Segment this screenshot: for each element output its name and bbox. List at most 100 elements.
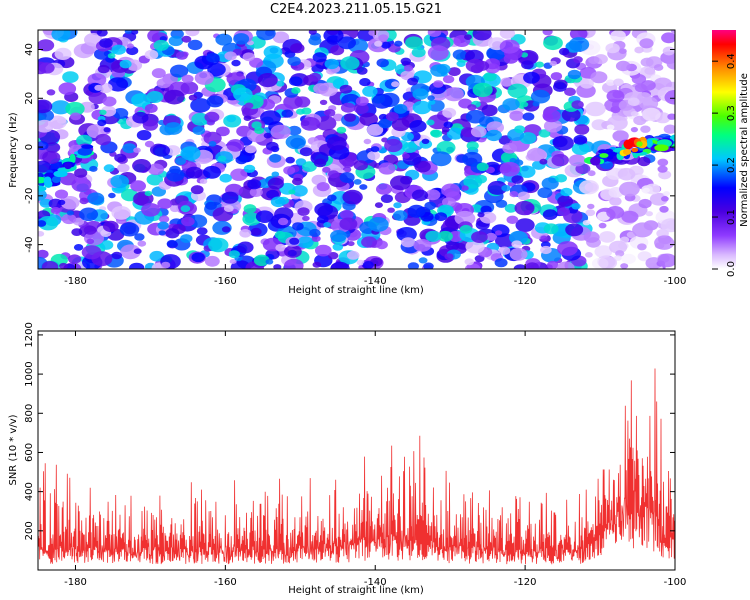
heatmap-cell bbox=[267, 177, 284, 190]
heatmap-cell bbox=[542, 30, 553, 36]
heatmap-cell bbox=[256, 30, 276, 41]
heatmap-cell bbox=[547, 260, 559, 269]
heatmap-cell bbox=[239, 229, 252, 238]
heatmap-cell bbox=[506, 215, 519, 224]
heatmap-cell bbox=[336, 126, 347, 134]
heatmap-cell bbox=[393, 103, 408, 114]
heatmap-cell bbox=[42, 151, 61, 164]
heatmap-cell bbox=[485, 232, 497, 241]
heatmap-cell bbox=[543, 119, 563, 133]
heatmap-cell bbox=[641, 107, 661, 122]
heatmap-cell bbox=[188, 94, 198, 101]
heatmap-cell bbox=[308, 72, 322, 82]
heatmap-cell bbox=[181, 216, 195, 227]
heatmap-y-tick-label: -20 bbox=[24, 188, 35, 204]
heatmap-cell bbox=[353, 160, 368, 171]
heatmap-cell bbox=[203, 165, 221, 179]
heatmap-cell bbox=[89, 165, 98, 172]
heatmap-cell bbox=[407, 77, 419, 86]
heatmap-cell bbox=[567, 69, 582, 80]
heatmap-cell bbox=[330, 230, 347, 242]
heatmap-cell bbox=[361, 236, 378, 248]
heatmap-cell bbox=[170, 205, 180, 213]
heatmap-cell bbox=[582, 220, 591, 226]
heatmap-cell bbox=[283, 166, 296, 175]
heatmap-cell bbox=[374, 202, 383, 209]
heatmap-cell bbox=[328, 170, 340, 179]
heatmap-cell bbox=[590, 71, 608, 84]
heatmap-cell bbox=[302, 161, 317, 172]
heatmap-cell bbox=[297, 207, 310, 216]
heatmap-cell bbox=[636, 141, 643, 147]
heatmap-cell bbox=[326, 30, 339, 36]
heatmap-cell bbox=[498, 246, 511, 255]
heatmap-cell bbox=[332, 243, 344, 251]
heatmap-cell bbox=[119, 222, 140, 237]
heatmap-cell bbox=[499, 39, 520, 54]
heatmap-cell bbox=[190, 185, 204, 195]
heatmap-cell bbox=[540, 235, 548, 241]
heatmap-cell bbox=[41, 261, 59, 269]
heatmap-cell bbox=[378, 162, 396, 175]
heatmap-cell bbox=[553, 82, 567, 92]
heatmap-cell bbox=[631, 74, 647, 85]
heatmap-cell bbox=[523, 71, 540, 84]
heatmap-cell bbox=[448, 67, 461, 77]
heatmap-cell bbox=[136, 130, 152, 141]
heatmap-cell bbox=[95, 133, 111, 146]
heatmap-cell bbox=[574, 123, 590, 135]
heatmap-cell bbox=[54, 47, 72, 61]
heatmap-cell bbox=[339, 172, 355, 183]
heatmap-cell bbox=[514, 125, 526, 134]
heatmap-cell bbox=[640, 57, 654, 67]
heatmap-cell bbox=[543, 35, 563, 51]
heatmap-cell bbox=[77, 147, 93, 156]
heatmap-cell bbox=[215, 33, 233, 46]
heatmap-cell bbox=[142, 119, 159, 131]
heatmap-cell bbox=[464, 34, 472, 40]
heatmap-cell bbox=[87, 73, 107, 87]
heatmap-cell bbox=[94, 48, 110, 60]
heatmap-cell bbox=[64, 162, 72, 170]
heatmap-cell bbox=[540, 245, 552, 255]
snr-panel: -180 -160 -140 -120 -100 200 400 600 800 1000 120… bbox=[8, 322, 686, 596]
heatmap-cell bbox=[599, 231, 616, 243]
heatmap-cell bbox=[94, 84, 104, 91]
heatmap-cell bbox=[402, 142, 418, 153]
heatmap-cell bbox=[237, 241, 254, 254]
heatmap-cell bbox=[38, 216, 59, 231]
heatmap-cell bbox=[530, 89, 551, 104]
heatmap-cell bbox=[296, 108, 305, 115]
heatmap-cell bbox=[615, 250, 625, 257]
heatmap-cell bbox=[378, 118, 392, 129]
heatmap-cell bbox=[273, 264, 282, 269]
heatmap-x-tick-label: -140 bbox=[364, 276, 387, 287]
heatmap-cell bbox=[103, 164, 115, 173]
heatmap-cell bbox=[224, 51, 237, 61]
colorbar: 0.0 0.1 0.2 0.3 0.4 Normalized spectral ampl… bbox=[712, 30, 750, 277]
heatmap-cell bbox=[50, 100, 71, 115]
heatmap-cell bbox=[226, 139, 245, 152]
heatmap-cell bbox=[344, 113, 356, 122]
heatmap-cell bbox=[96, 30, 108, 37]
heatmap-cell bbox=[543, 223, 559, 235]
heatmap-cell bbox=[521, 60, 534, 70]
heatmap-cell bbox=[598, 222, 607, 229]
heatmap-cell bbox=[571, 203, 581, 210]
heatmap-cell bbox=[400, 70, 414, 81]
chart-title: C2E4.2023.211.05.15.G21 bbox=[269, 2, 443, 17]
heatmap-cell bbox=[637, 92, 652, 103]
heatmap-cell bbox=[645, 211, 653, 217]
heatmap-cell bbox=[612, 130, 629, 142]
snr-y-tick-label: 800 bbox=[24, 404, 35, 423]
heatmap-cell bbox=[192, 126, 206, 135]
heatmap-cell bbox=[180, 205, 191, 213]
heatmap-cell bbox=[549, 60, 557, 67]
heatmap-cell bbox=[605, 43, 620, 54]
heatmap-cell bbox=[156, 78, 171, 89]
heatmap-cell bbox=[380, 194, 393, 204]
heatmap-cell bbox=[107, 53, 116, 59]
heatmap-cell bbox=[137, 240, 147, 247]
heatmap-cell bbox=[437, 230, 453, 242]
colorbar-ticks: 0.0 0.1 0.2 0.3 0.4 bbox=[712, 53, 737, 277]
